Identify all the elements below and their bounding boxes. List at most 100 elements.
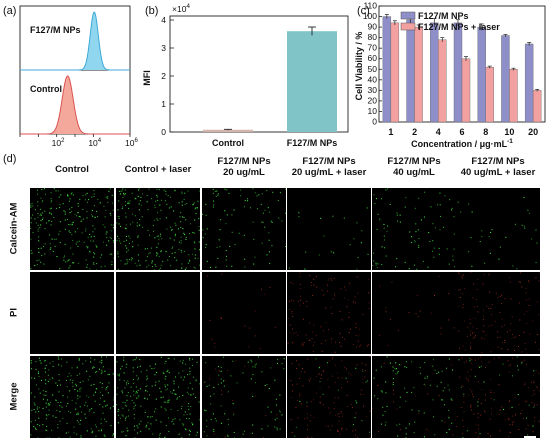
micrograph-0-1 bbox=[116, 188, 200, 270]
b-bar-1 bbox=[287, 31, 337, 133]
micrograph-0-2 bbox=[202, 188, 286, 270]
a-tick-label: 102 bbox=[52, 138, 65, 148]
c-ytick-label: 10 bbox=[368, 106, 378, 116]
panel-c-legend: F127/M NPs F127/M NPs + laser bbox=[400, 11, 500, 32]
legend-label-np: F127/M NPs bbox=[418, 11, 469, 21]
c-bar-0 bbox=[382, 16, 392, 123]
row-header-1: PI bbox=[8, 308, 20, 317]
micrograph-1-3 bbox=[287, 272, 371, 354]
column-header-2: F127/M NPs 20 ug/mL bbox=[217, 156, 271, 178]
c-bar-1 bbox=[438, 39, 447, 123]
histogram-line-0 bbox=[20, 11, 130, 71]
c-bar-1 bbox=[485, 66, 494, 123]
panel-b-x-labels: Control F127/M NPs bbox=[212, 138, 337, 148]
micrograph-2-1 bbox=[116, 356, 200, 438]
panel-b-letter: (b) bbox=[145, 5, 158, 17]
micrograph-0-4 bbox=[372, 188, 456, 270]
c-xlabel: 10 bbox=[504, 127, 514, 137]
panel-b: (b) ×104 MFI 0 1 2 3 4 Control F127/M NPs bbox=[142, 3, 349, 148]
micrograph-1-1 bbox=[116, 272, 200, 354]
c-ytick-label: 70 bbox=[368, 43, 378, 53]
legend-swatch-laser bbox=[400, 22, 416, 31]
column-header-5: F127/M NPs 40 ug/mL + laser bbox=[460, 156, 536, 178]
panel-b-frame bbox=[169, 15, 349, 133]
panel-b-bars bbox=[203, 26, 337, 133]
c-ytick-label: 80 bbox=[368, 32, 378, 42]
legend-label-laser: F127/M NPs + laser bbox=[418, 22, 500, 32]
c-bar-1 bbox=[414, 26, 423, 123]
c-bar-0 bbox=[406, 19, 415, 123]
micrograph-0-5 bbox=[456, 188, 540, 270]
scale-bar bbox=[524, 436, 536, 438]
panel-c-letter: (c) bbox=[357, 5, 370, 17]
micrograph-0-0 bbox=[30, 188, 114, 270]
panel-c: (c) Cell Viability / % 01020304050607080… bbox=[354, 1, 546, 149]
b-ytick-label: 2 bbox=[161, 71, 166, 81]
a-tick-label: 106 bbox=[125, 138, 138, 148]
c-ytick-label: 60 bbox=[368, 53, 378, 63]
micrograph-1-0 bbox=[30, 272, 114, 354]
micrograph-2-4 bbox=[372, 356, 456, 438]
panel-a-letter: (a) bbox=[3, 5, 16, 17]
c-bar-0 bbox=[453, 22, 463, 123]
np-label: F127/M NPs bbox=[30, 25, 81, 35]
c-ytick-label: 50 bbox=[368, 64, 378, 74]
row-header-2: Merge bbox=[8, 382, 20, 411]
b-ytick-label: 1 bbox=[161, 99, 166, 109]
micrograph-2-2 bbox=[202, 356, 286, 438]
histogram-fill-0 bbox=[20, 12, 130, 70]
c-bar-0 bbox=[501, 35, 510, 123]
b-ytick-label: 4 bbox=[161, 15, 166, 25]
histogram-fill-1 bbox=[20, 76, 130, 134]
c-bar-0 bbox=[430, 22, 439, 123]
column-header-1: Control + laser bbox=[124, 164, 192, 175]
panel-b-exponent: ×104 bbox=[172, 3, 190, 14]
micrograph-2-3 bbox=[287, 356, 371, 438]
b-ytick-label: 3 bbox=[161, 43, 166, 53]
c-xlabel: 8 bbox=[483, 127, 488, 137]
panel-d-letter: (d) bbox=[3, 153, 17, 165]
legend-swatch-np bbox=[400, 11, 416, 20]
panel-b-ylabel: MFI bbox=[142, 70, 152, 86]
c-xlabel: 20 bbox=[528, 127, 538, 137]
c-bar-1 bbox=[509, 69, 518, 123]
micrograph-2-0 bbox=[30, 356, 114, 438]
c-ytick-label: 30 bbox=[368, 85, 378, 95]
c-xlabel: 6 bbox=[459, 127, 464, 137]
panel-c-bars bbox=[382, 14, 542, 123]
c-bar-0 bbox=[477, 26, 486, 123]
column-header-4: F127/M NPs 40 ug/mL bbox=[387, 156, 441, 178]
c-ytick-label: 90 bbox=[368, 22, 378, 32]
b-xlabel: Control bbox=[212, 138, 244, 148]
panel-a-x-ticks: 102 104 106 bbox=[19, 134, 138, 148]
panel-b-y-ticks: 0 1 2 3 4 bbox=[161, 15, 174, 137]
micrograph-1-5 bbox=[456, 272, 540, 354]
c-xlabel: 2 bbox=[412, 127, 417, 137]
column-header-3: F127/M NPs 20 ug/mL + laser bbox=[291, 156, 367, 178]
b-ytick-label: 0 bbox=[161, 127, 166, 137]
b-xlabel: F127/M NPs bbox=[287, 138, 338, 148]
panel-c-x-labels: 1 2 4 6 8 10 20 bbox=[388, 127, 538, 137]
panel-a: (a) F127/M NPs Control 102 104 106 bbox=[3, 5, 138, 148]
c-xlabel: 1 bbox=[388, 127, 393, 137]
micrograph-2-5 bbox=[456, 356, 540, 438]
control-label: Control bbox=[30, 84, 62, 94]
c-ytick-label: 110 bbox=[363, 1, 377, 11]
micrograph-0-3 bbox=[287, 188, 371, 270]
c-xlabel: 4 bbox=[436, 127, 441, 137]
b-bar-0 bbox=[203, 129, 253, 132]
c-bar-1 bbox=[390, 22, 400, 123]
a-tick-label: 104 bbox=[88, 138, 101, 148]
c-ytick-label: 40 bbox=[368, 74, 378, 84]
micrograph-1-4 bbox=[372, 272, 456, 354]
c-ytick-label: 20 bbox=[368, 95, 378, 105]
c-bar-1 bbox=[461, 58, 471, 123]
micrograph-1-2 bbox=[202, 272, 286, 354]
c-bar-0 bbox=[524, 43, 534, 123]
c-ytick-label: 0 bbox=[372, 117, 377, 127]
column-header-0: Control bbox=[55, 164, 89, 175]
c-ytick-label: 100 bbox=[363, 11, 377, 21]
panel-c-ylabel: Cell Viability / % bbox=[354, 32, 364, 101]
row-header-0: Calcein-AM bbox=[8, 202, 20, 255]
